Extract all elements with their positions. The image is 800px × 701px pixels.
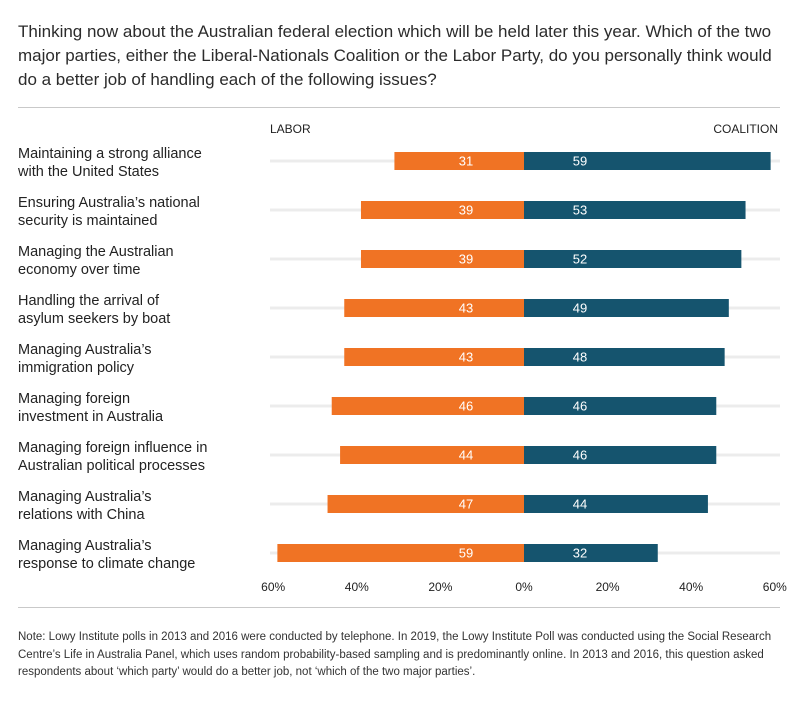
x-tick-label: 40% [679, 580, 703, 594]
x-tick-label: 0% [515, 580, 533, 594]
labor-bar [331, 397, 524, 415]
x-tick-label: 20% [428, 580, 452, 594]
x-tick-label: 60% [261, 580, 285, 594]
category-label: Managing Australia’s [18, 342, 152, 358]
footnote: Note: Lowy Institute polls in 2013 and 2… [18, 631, 772, 678]
category-label: asylum seekers by boat [18, 311, 170, 327]
category-label: with the United States [17, 164, 159, 180]
labor-bar [340, 446, 524, 464]
coalition-bar [524, 544, 658, 562]
x-tick-label: 60% [763, 580, 787, 594]
coalition-bar [524, 299, 729, 317]
coalition-value: 53 [573, 203, 587, 218]
coalition-value: 32 [573, 546, 587, 561]
labor-bar [327, 495, 524, 513]
coalition-bar [524, 397, 717, 415]
category-label: economy over time [18, 262, 141, 278]
legend-labor: LABOR [270, 122, 311, 136]
category-label: investment in Australia [18, 409, 164, 425]
labor-value: 44 [459, 448, 473, 463]
labor-bar [277, 544, 524, 562]
labor-value: 46 [459, 399, 473, 414]
legend-coalition: COALITION [713, 122, 778, 136]
category-label: Managing Australia’s [18, 538, 152, 554]
category-label: immigration policy [18, 360, 135, 376]
category-label: security is maintained [18, 213, 157, 229]
diverging-bar-chart: LABOR COALITION Maintaining a strong allia… [17, 122, 787, 594]
coalition-bar [524, 348, 725, 366]
coalition-bar [524, 250, 742, 268]
labor-value: 39 [459, 203, 473, 218]
labor-value: 43 [459, 350, 473, 365]
coalition-bar [524, 446, 717, 464]
coalition-value: 52 [573, 252, 587, 267]
x-tick-label: 40% [345, 580, 369, 594]
labor-bar [344, 299, 524, 317]
coalition-value: 44 [573, 497, 587, 512]
labor-bar [360, 201, 524, 219]
x-tick-label: 20% [596, 580, 620, 594]
category-label: Managing foreign influence in [18, 440, 207, 456]
category-label: relations with China [18, 507, 145, 523]
labor-value: 47 [459, 497, 473, 512]
coalition-value: 59 [573, 154, 587, 169]
category-label: Handling the arrival of [18, 293, 160, 309]
labor-bar [394, 152, 524, 170]
coalition-bar [524, 201, 746, 219]
coalition-value: 46 [573, 448, 587, 463]
coalition-value: 48 [573, 350, 587, 365]
labor-bar [344, 348, 524, 366]
category-label: Managing Australia’s [18, 489, 152, 505]
labor-bar [360, 250, 524, 268]
labor-value: 31 [459, 154, 473, 169]
labor-value: 39 [459, 252, 473, 267]
bottom-divider [18, 607, 780, 608]
coalition-bar [524, 152, 771, 170]
coalition-value: 49 [573, 301, 587, 316]
labor-value: 43 [459, 301, 473, 316]
category-label: Managing foreign [18, 391, 130, 407]
category-label: Maintaining a strong alliance [18, 146, 202, 162]
category-label: Ensuring Australia’s national [18, 195, 200, 211]
category-label: response to climate change [18, 556, 195, 572]
question-text: Thinking now about the Australian federa… [18, 22, 772, 89]
coalition-bar [524, 495, 708, 513]
category-label: Managing the Australian [18, 244, 174, 260]
category-label: Australian political processes [18, 458, 205, 474]
labor-value: 59 [459, 546, 473, 561]
top-divider [18, 107, 780, 108]
coalition-value: 46 [573, 399, 587, 414]
